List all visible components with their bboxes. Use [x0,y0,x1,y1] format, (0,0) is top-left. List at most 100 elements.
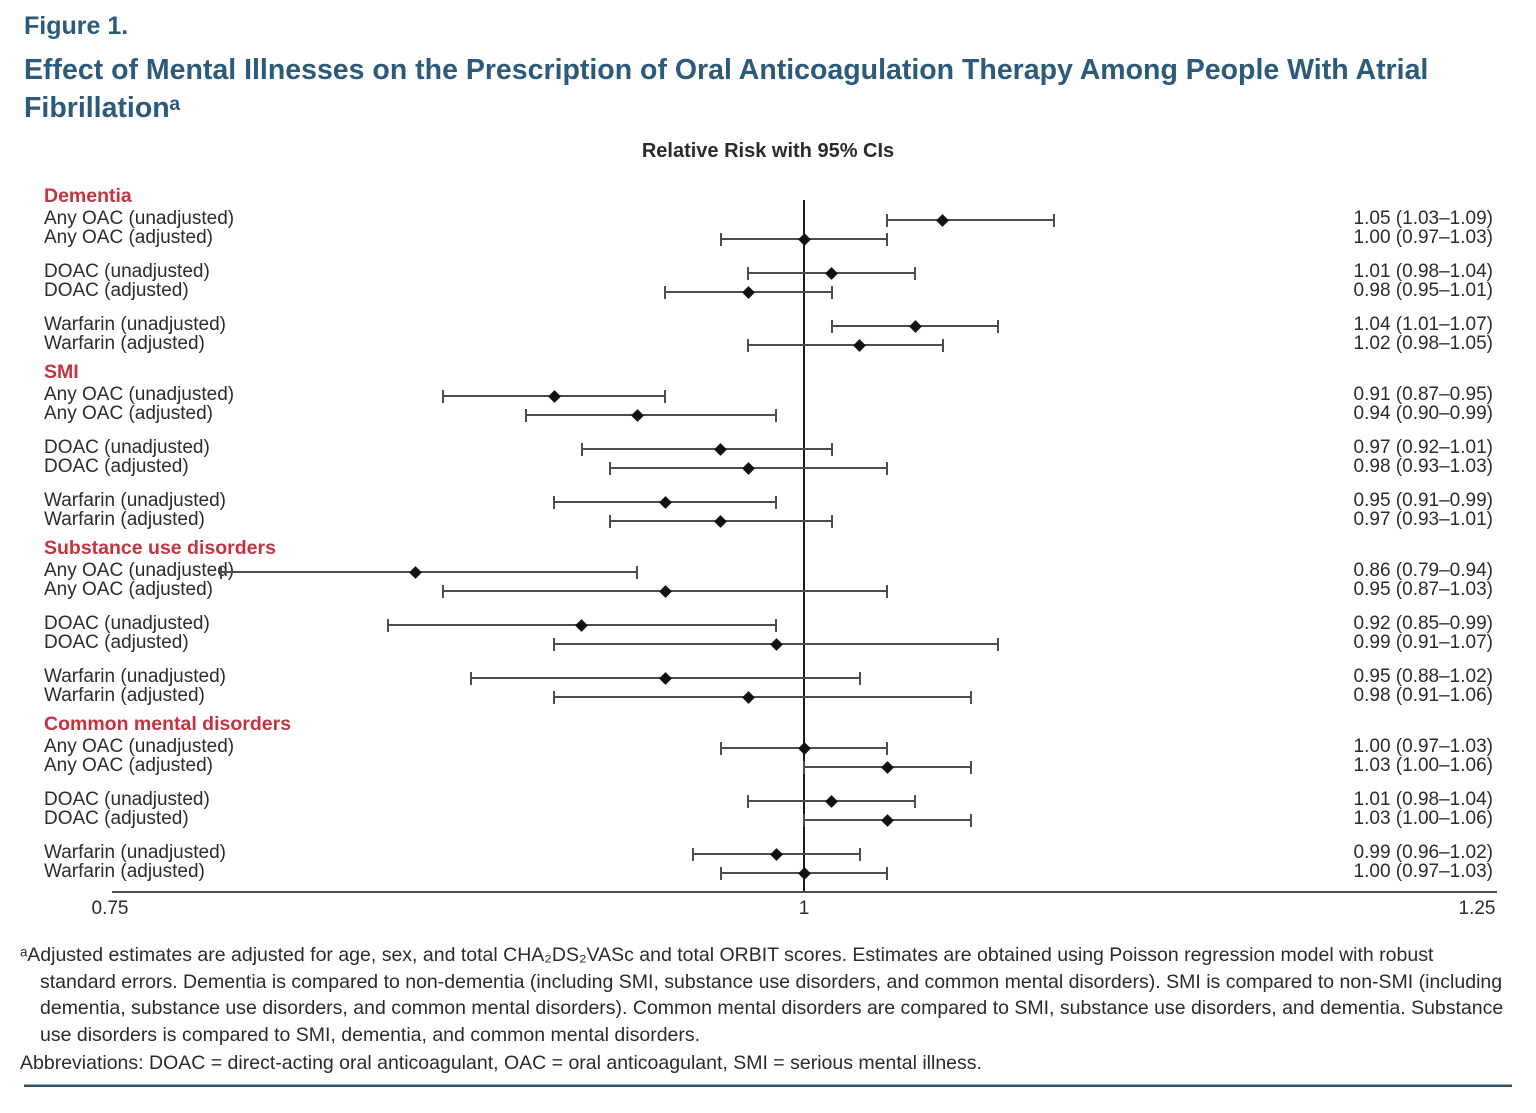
rr-ci-value: 0.98 (0.93–1.03) [1353,456,1493,477]
row-label: Any OAC (unadjusted) [44,384,235,405]
row-label: Warfarin (adjusted) [44,861,205,882]
ci-cap-left [719,233,722,246]
ci-cap-left [803,761,805,774]
ci-cap-left [886,214,889,227]
ci-cap-right [886,233,889,246]
ci-cap-right [886,462,889,475]
ci-cap-right [858,672,861,685]
ci-line [526,414,777,416]
group-header: Substance use disorders [44,537,276,559]
figure-label: Figure 1. [24,12,129,40]
ci-cap-left [719,742,722,755]
point-estimate-marker [714,442,728,456]
row-label: DOAC (adjusted) [44,280,189,301]
ci-line [748,344,943,346]
ci-cap-left [386,619,389,632]
figure-title: Effect of Mental Illnesses on the Prescr… [24,54,1429,124]
row-label: DOAC (unadjusted) [44,613,210,634]
ci-line [581,448,832,450]
point-estimate-marker [797,866,811,880]
ci-cap-left [719,867,722,880]
ci-cap-right [886,585,889,598]
row-label: Warfarin (adjusted) [44,685,205,706]
ci-cap-left [747,339,750,352]
point-estimate-marker [631,408,644,422]
ci-cap-left [442,585,445,598]
row-label: DOAC (adjusted) [44,632,189,653]
point-estimate-marker [853,338,866,352]
ci-cap-left [664,286,667,299]
point-estimate-marker [797,741,811,755]
rr-ci-value: 0.92 (0.85–0.99) [1353,613,1493,634]
rr-ci-value: 1.03 (1.00–1.06) [1353,755,1493,776]
ci-cap-left [691,848,694,861]
row-label: Any OAC (adjusted) [44,755,213,776]
x-tick-label: 0.75 [91,898,129,919]
footnote-adjusted-note: ᵃAdjusted estimates are adjusted for age… [20,944,1504,1047]
ci-cap-left [525,409,528,422]
ci-cap-right [775,496,778,509]
rr-ci-value: 0.91 (0.87–0.95) [1353,384,1493,405]
rr-ci-value: 0.97 (0.92–1.01) [1353,437,1493,458]
ci-cap-left [580,443,583,456]
point-estimate-marker [880,813,894,827]
x-tick-label: 1.25 [1458,898,1496,919]
rr-ci-value: 1.05 (1.03–1.09) [1353,208,1493,229]
point-estimate-marker [908,319,922,333]
point-estimate-marker [825,794,839,808]
ci-cap-left [803,814,805,827]
ci-cap-left [553,691,556,704]
row-label: DOAC (adjusted) [44,808,189,829]
row-label: Any OAC (adjusted) [44,227,213,248]
rr-ci-value: 0.99 (0.96–1.02) [1353,842,1493,863]
point-estimate-marker [742,690,755,704]
reference-line-rr1 [803,200,805,893]
row-label: DOAC (adjusted) [44,456,189,477]
point-estimate-marker [575,618,589,632]
row-label: Any OAC (unadjusted) [44,560,235,581]
point-estimate-marker [714,514,728,528]
rr-ci-value: 0.97 (0.93–1.01) [1353,509,1493,530]
ci-line [887,219,1054,221]
row-label: Warfarin (unadjusted) [44,490,226,511]
group-header: Dementia [44,185,132,207]
point-estimate-marker [936,213,950,227]
ci-line [554,696,971,698]
group-header: Common mental disorders [44,713,292,735]
rr-ci-value: 1.01 (0.98–1.04) [1353,789,1493,810]
row-label: Any OAC (adjusted) [44,403,213,424]
chart-title: Relative Risk with 95% CIs [641,140,895,162]
ci-cap-right [636,566,639,579]
rr-ci-value: 1.00 (0.97–1.03) [1353,736,1493,757]
point-estimate-marker [658,671,672,685]
x-axis-line [112,891,1497,893]
rr-ci-value: 1.04 (1.01–1.07) [1353,314,1493,335]
ci-cap-left [553,638,556,651]
rr-ci-value: 0.95 (0.91–0.99) [1353,490,1493,511]
ci-cap-right [830,286,833,299]
ci-line [221,571,638,573]
ci-cap-left [220,566,223,579]
ci-cap-left [608,462,611,475]
ci-cap-left [747,267,750,280]
x-tick-label: 1 [798,898,810,919]
footnote-abbreviations: Abbreviations: DOAC = direct-acting oral… [20,1052,982,1074]
ci-cap-right [886,867,889,880]
rr-ci-value: 0.95 (0.87–1.03) [1353,579,1493,600]
point-estimate-marker [658,584,672,598]
ci-cap-right [858,848,861,861]
ci-cap-right [914,267,917,280]
ci-cap-right [997,320,1000,333]
ci-cap-right [886,742,889,755]
row-label: Any OAC (adjusted) [44,579,213,600]
ci-cap-right [830,515,833,528]
row-label: Warfarin (unadjusted) [44,666,226,687]
rr-ci-value: 0.94 (0.90–0.99) [1353,403,1493,424]
ci-cap-right [775,409,778,422]
forest-plot: 0.75 1 1.25 Dementia Any OAC (unadjusted) 1.0… [44,185,1497,919]
ci-cap-left [442,390,445,403]
rr-ci-value: 0.95 (0.88–1.02) [1353,666,1493,687]
point-estimate-marker [825,266,839,280]
point-estimate-marker [769,847,783,861]
row-label: Warfarin (adjusted) [44,509,205,530]
